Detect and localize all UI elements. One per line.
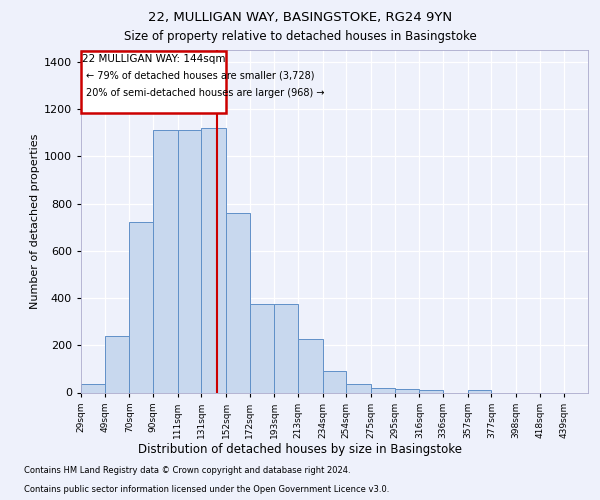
Text: Contains HM Land Registry data © Crown copyright and database right 2024.: Contains HM Land Registry data © Crown c…: [24, 466, 350, 475]
Text: Distribution of detached houses by size in Basingstoke: Distribution of detached houses by size …: [138, 442, 462, 456]
Bar: [201, 128, 226, 392]
Bar: [419, 390, 443, 392]
Text: ← 79% of detached houses are smaller (3,728): ← 79% of detached houses are smaller (3,…: [86, 70, 314, 80]
Bar: [298, 340, 323, 392]
Bar: [250, 304, 274, 392]
Bar: [395, 389, 419, 392]
Bar: [130, 222, 153, 392]
Text: Size of property relative to detached houses in Basingstoke: Size of property relative to detached ho…: [124, 30, 476, 43]
Text: 20% of semi-detached houses are larger (968) →: 20% of semi-detached houses are larger (…: [86, 88, 324, 98]
Bar: [153, 130, 178, 392]
FancyBboxPatch shape: [81, 51, 226, 112]
Text: Contains public sector information licensed under the Open Government Licence v3: Contains public sector information licen…: [24, 485, 389, 494]
Bar: [81, 384, 104, 392]
Bar: [104, 336, 130, 392]
Bar: [274, 304, 298, 392]
Text: 22, MULLIGAN WAY, BASINGSTOKE, RG24 9YN: 22, MULLIGAN WAY, BASINGSTOKE, RG24 9YN: [148, 11, 452, 24]
Bar: [178, 130, 201, 392]
Bar: [346, 384, 371, 392]
Bar: [371, 388, 395, 392]
Y-axis label: Number of detached properties: Number of detached properties: [29, 134, 40, 309]
Bar: [226, 213, 250, 392]
Text: 22 MULLIGAN WAY: 144sqm: 22 MULLIGAN WAY: 144sqm: [82, 54, 225, 64]
Bar: [468, 390, 491, 392]
Bar: [323, 371, 346, 392]
